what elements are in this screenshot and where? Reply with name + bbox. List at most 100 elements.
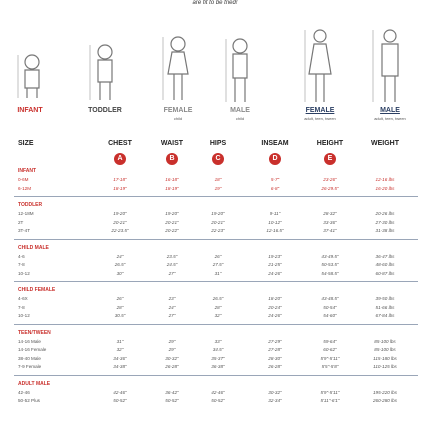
measure-letter: D [269, 153, 281, 165]
figure-label: FEMALE [163, 107, 193, 114]
size-cell: 3T-4T [18, 228, 30, 233]
value-cell: 32" [214, 313, 222, 318]
column-header: HEIGHT [316, 140, 344, 147]
size-cell: 10-12 [18, 313, 30, 318]
infant-figure [24, 54, 40, 98]
value-cell: 18-19" [165, 185, 179, 191]
value-cell: 36-47 lbs [375, 253, 395, 259]
value-cell: 28-30" [268, 355, 282, 361]
value-cell: 195-220 lbs [372, 389, 397, 395]
size-cell: 7-8 [18, 304, 25, 310]
section-title: INFANT [18, 168, 37, 174]
value-cell: 30" [116, 270, 124, 276]
value-cell: 115-180 lbs [373, 355, 397, 361]
value-cell: 85-100 lbs [374, 338, 396, 344]
figure-label: INFANT [17, 107, 43, 114]
value-cell: 20-21" [211, 219, 225, 225]
value-cell: 33" [214, 338, 222, 344]
value-cell: 9-11" [269, 211, 281, 216]
value-cell: 19-20" [165, 211, 179, 216]
value-cell: 26.5" [114, 262, 126, 267]
value-cell: 26" [214, 253, 222, 259]
section-separator [14, 323, 418, 325]
section-separator [14, 281, 418, 282]
value-cell: 31-38 lbs [375, 228, 395, 233]
value-cell: 20-21" [165, 219, 179, 225]
value-cell: 50-52" [165, 398, 179, 403]
value-cell: 30.5" [114, 313, 126, 318]
male-child-figure [232, 38, 248, 102]
section-title: CHILD MALE [18, 244, 49, 251]
value-cell: 16-18" [165, 177, 179, 182]
value-cell: 39-50 lbs [375, 296, 395, 301]
value-cell: 23" [168, 296, 176, 301]
value-cell: 36-38" [211, 364, 225, 369]
size-cell: 7-8 [18, 262, 25, 267]
value-cell: 35-37" [211, 355, 225, 361]
measure-letter: E [324, 153, 336, 165]
value-cell: 26-28" [165, 364, 179, 369]
value-cell: 5'11"-6'1" [320, 398, 340, 403]
size-cell: 0-6M [18, 177, 29, 182]
value-cell: 27-29" [268, 338, 282, 344]
figure-sublabel: child [235, 116, 245, 121]
value-cell: 5'5"-5'8" [321, 364, 339, 369]
value-cell: 34-36" [113, 355, 127, 361]
value-cell: 50-54" [323, 304, 337, 310]
value-cell: 5'9"-5'11" [320, 389, 340, 395]
size-cell: 50-52 Plus [18, 398, 40, 403]
value-cell: 50-52" [113, 398, 127, 403]
figure-sublabel: adult, teen, tween [304, 116, 336, 121]
value-cell: 19-23" [268, 253, 282, 259]
size-cell: 42-46 [18, 389, 30, 395]
value-cell: 21-25" [268, 262, 282, 267]
value-cell: 17-18" [113, 177, 127, 182]
value-cell: 110-125 lbs [373, 364, 397, 369]
value-cell: 28" [116, 304, 124, 310]
section-title: TODDLER [18, 202, 43, 208]
value-cell: 34-38" [113, 364, 127, 369]
size-cell: 4-6 [18, 253, 25, 259]
value-cell: 31" [116, 338, 124, 344]
figure-label: TODDLER [88, 107, 122, 114]
female-child-figure [167, 36, 189, 100]
size-cell: 14-16 Male [18, 338, 41, 344]
size-cell: 12-18M [18, 211, 34, 216]
value-cell: 18-19" [113, 185, 127, 191]
value-cell: 26" [116, 296, 124, 301]
size-cell: 4-6X [18, 296, 28, 301]
column-header: WAIST [160, 140, 184, 147]
value-cell: 26.5" [212, 296, 224, 301]
value-cell: 60-62" [323, 347, 337, 352]
figure-sublabel: adult, teen, tween [374, 116, 406, 121]
size-cell: 7-9 Female [18, 364, 42, 369]
value-cell: 24" [168, 304, 176, 310]
value-cell: 20-26 lbs [375, 211, 395, 216]
value-cell: 30-32" [165, 355, 179, 361]
figures [17, 29, 399, 102]
male-adult-figure [381, 29, 399, 102]
value-cell: 28" [214, 304, 222, 310]
value-cell: 10-12" [268, 219, 282, 225]
measure-letter: A [114, 153, 126, 165]
value-cell: 22-23.5" [111, 228, 129, 233]
value-cell: 60-87 lbs [375, 270, 395, 276]
size-cell: 38-40 Male [18, 355, 41, 361]
value-cell: 27-30 lbs [375, 219, 395, 225]
value-cell: 19-20" [113, 211, 127, 216]
value-cell: 20-22" [165, 228, 179, 233]
value-cell: 23.5" [166, 253, 178, 259]
measure-letter: C [212, 153, 224, 165]
value-cell: 27.5" [212, 262, 224, 267]
value-cell: 42-46" [211, 389, 225, 395]
size-cell: 14-16 Female [18, 347, 47, 352]
value-cell: 26-29.5" [321, 185, 339, 191]
value-cell: 24-26" [268, 313, 282, 318]
figure-label: MALE [380, 107, 400, 114]
value-cell: 20-24" [268, 304, 282, 310]
value-cell: 85-100 lbs [374, 347, 396, 352]
value-cell: 24-26" [268, 270, 282, 276]
column-header: HIPS [209, 140, 227, 147]
value-cell: 51-66 lbs [375, 304, 395, 310]
